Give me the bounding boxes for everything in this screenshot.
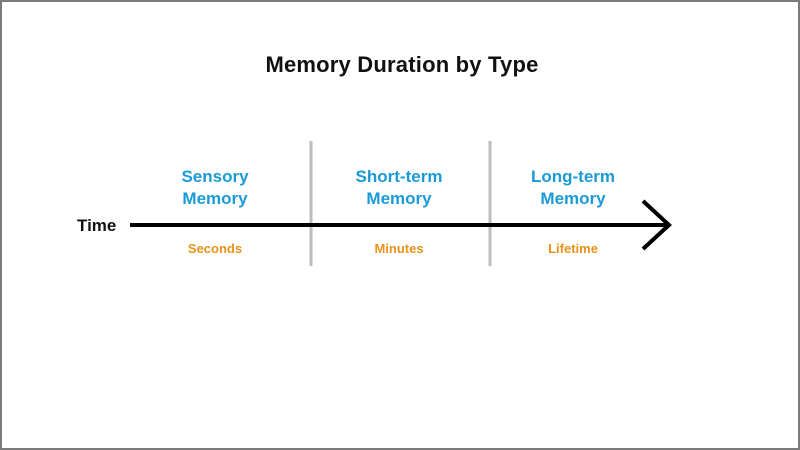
diagram-title: Memory Duration by Type — [265, 52, 539, 77]
segment-type-line2: Memory — [540, 189, 606, 208]
segment-type-line2: Memory — [182, 189, 248, 208]
time-axis-arrowhead — [641, 199, 672, 251]
segment-type-line2: Memory — [366, 189, 432, 208]
segment-type-line1: Sensory — [181, 167, 249, 186]
segment-duration-lifetime: Lifetime — [548, 241, 598, 256]
segment-type-label-short-term: Short-term Memory — [319, 166, 479, 210]
segment-type-line1: Short-term — [355, 167, 443, 186]
segment-duration-seconds: Seconds — [187, 241, 243, 256]
segment-type-label-sensory: Sensory Memory — [135, 166, 295, 210]
time-axis-label: Time — [77, 216, 117, 235]
segment-duration-minutes: Minutes — [374, 241, 424, 256]
segment-type-line1: Long-term — [530, 167, 616, 186]
segment-type-label-long-term: Long-term Memory — [493, 166, 653, 210]
